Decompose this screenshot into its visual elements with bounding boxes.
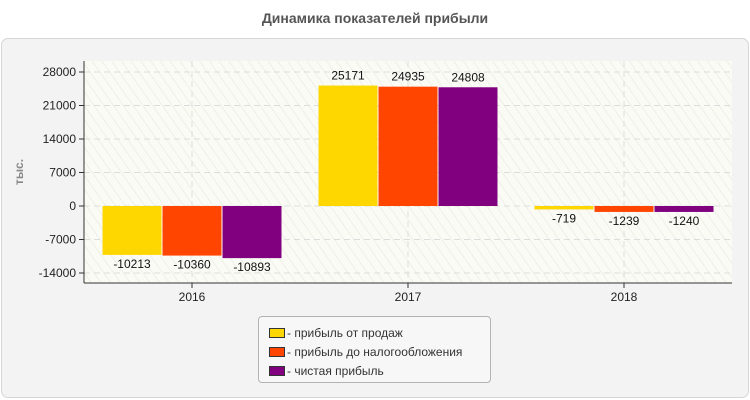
legend-label-pretax-profit: - прибыль до налогообложения <box>287 344 463 359</box>
bar <box>222 206 282 259</box>
legend-item-sales-profit[interactable]: - прибыль от продаж <box>269 323 490 342</box>
data-label: 24808 <box>451 70 485 84</box>
x-tick-label: 2016 <box>179 290 206 304</box>
legend-swatch-sales-profit <box>269 327 285 338</box>
legend-item-net-profit[interactable]: - чистая прибыль <box>269 361 490 380</box>
bar <box>162 206 222 256</box>
x-tick-label: 2017 <box>395 290 422 304</box>
y-tick-label: 21000 <box>43 99 77 113</box>
legend-label-net-profit: - чистая прибыль <box>287 363 384 378</box>
bar <box>318 85 378 206</box>
data-label: -1239 <box>609 214 640 228</box>
y-tick-label: -14000 <box>39 266 77 280</box>
data-label: -10360 <box>173 258 211 272</box>
chart-legend: - прибыль от продаж - прибыль до налогоо… <box>258 316 491 383</box>
bar <box>378 86 438 206</box>
legend-swatch-pretax-profit <box>269 346 285 357</box>
bar <box>594 206 654 212</box>
legend-item-pretax-profit[interactable]: - прибыль до налогообложения <box>269 342 490 361</box>
data-label: 25171 <box>331 69 365 83</box>
y-tick-label: 0 <box>69 199 76 213</box>
y-axis-title: тыс. <box>12 159 26 185</box>
legend-swatch-net-profit <box>269 365 285 376</box>
bar <box>438 87 498 206</box>
data-label: -10213 <box>113 257 151 271</box>
y-tick-label: -7000 <box>45 233 76 247</box>
data-label: -719 <box>552 211 576 225</box>
chart-title: Динамика показателей прибыли <box>261 10 489 26</box>
legend-label-sales-profit: - прибыль от продаж <box>287 325 403 340</box>
x-tick-label: 2018 <box>611 290 638 304</box>
data-label: 24935 <box>391 70 425 84</box>
bar <box>102 206 162 255</box>
data-label: -1240 <box>669 214 700 228</box>
y-tick-label: 14000 <box>43 132 77 146</box>
y-tick-label: 28000 <box>43 65 77 79</box>
bar <box>534 206 594 210</box>
bar <box>654 206 714 212</box>
y-tick-label: 7000 <box>49 166 76 180</box>
data-label: -10893 <box>233 260 271 274</box>
